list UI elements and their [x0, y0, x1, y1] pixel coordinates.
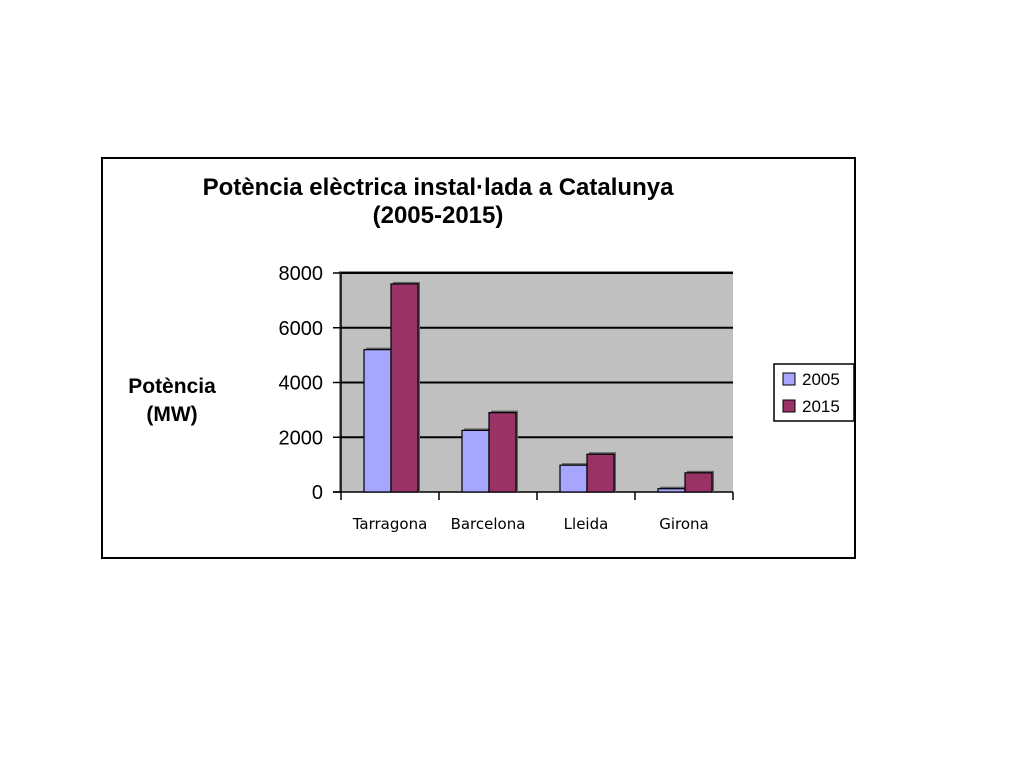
legend-swatch-2005: [782, 372, 796, 386]
y-tick-label: 4000: [279, 373, 324, 395]
chart-title-line-1: Potència elèctrica instal·lada a Catalun…: [203, 174, 675, 201]
y-tick-label: 0: [312, 482, 323, 504]
bar-2005-girona: [657, 488, 686, 493]
bar-2015-girona: [684, 472, 713, 493]
legend: 2005 2015: [773, 363, 855, 422]
bar-2005-lleida: [559, 464, 588, 493]
bar-2005-barcelona: [461, 429, 490, 493]
chart-title-line-2: (2005-2015): [373, 202, 504, 229]
bar-2015-tarragona: [390, 283, 419, 493]
y-axis-label-line-1: Potència: [128, 375, 216, 398]
bar-2015-lleida: [586, 453, 615, 493]
bar-2005-tarragona: [363, 349, 392, 493]
y-tick-label: 2000: [279, 427, 324, 449]
x-tick-label: Tarragona: [352, 515, 428, 533]
bar-2015-barcelona: [488, 412, 517, 493]
legend-swatch-2015: [782, 399, 796, 413]
legend-label-2015: 2015: [802, 397, 840, 416]
plot-area: 0 2000 4000 6000 8000 Tarragona Barcelona Lleid…: [279, 263, 734, 533]
x-tick-label: Girona: [659, 515, 709, 533]
y-axis-label-line-2: (MW): [146, 403, 197, 426]
y-tick-label: 8000: [279, 263, 324, 285]
legend-label-2005: 2005: [802, 370, 840, 389]
y-tick-label: 6000: [279, 318, 324, 340]
x-tick-label: Lleida: [564, 515, 609, 533]
x-tick-label: Barcelona: [451, 515, 526, 533]
